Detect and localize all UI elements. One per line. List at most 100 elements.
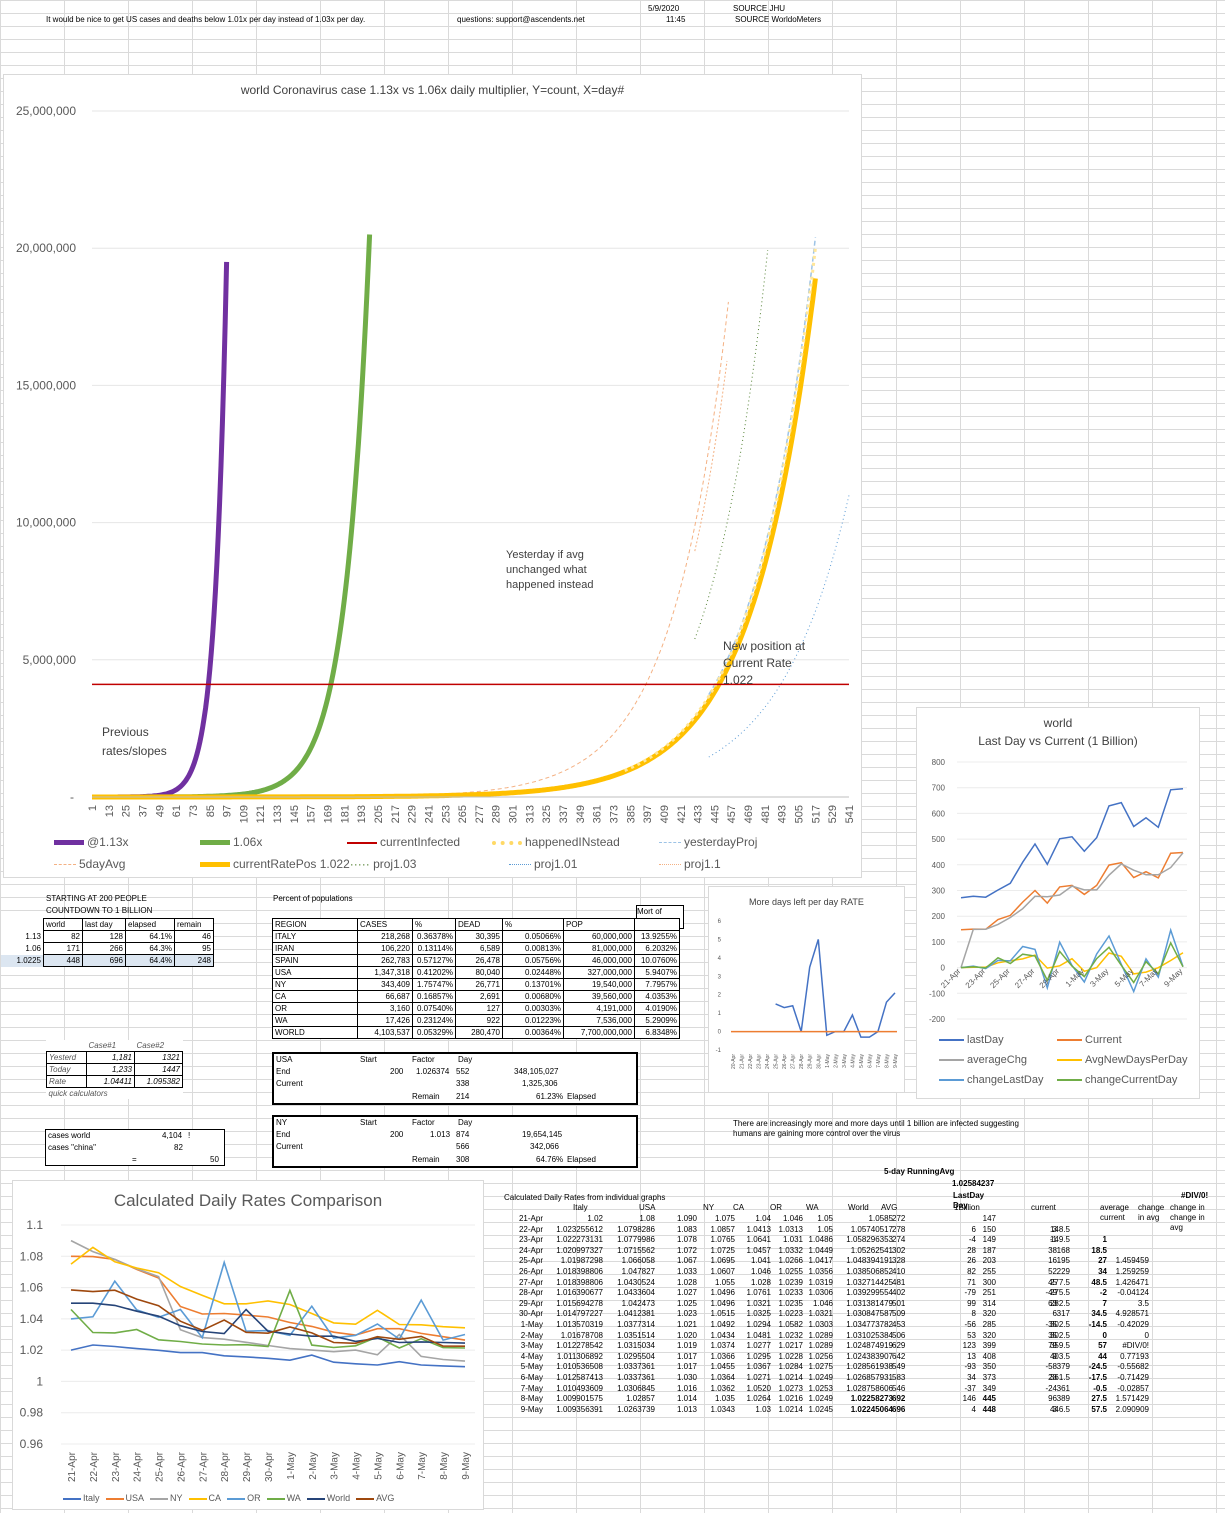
- annotation-previous-rates: Previous rates/slopes: [102, 725, 167, 758]
- x-tick-label: 349: [575, 805, 587, 823]
- rates-table[interactable]: Italy USA NY CA OR WA World AVG 1Billion current a…: [503, 1203, 1225, 1443]
- calc-chart-panel[interactable]: Calculated Daily Rates Comparison 1.1 1.0…: [12, 1180, 484, 1510]
- table-cell: 3.5: [1137, 1298, 1149, 1308]
- main-chart-panel[interactable]: world Coronavirus case 1.13x vs 1.06x da…: [3, 74, 862, 878]
- x-tick-label: 28-Apr: [799, 1054, 805, 1069]
- x-tick-label: 85: [205, 805, 217, 817]
- header-questions: questions: support@ascendents.net: [457, 15, 585, 24]
- table-row[interactable]: 1.13 82 128 64.1% 46: [1, 930, 214, 943]
- usa-start[interactable]: 200: [390, 1067, 404, 1076]
- table-cell: 1.019: [676, 1341, 697, 1351]
- x-tick-label: 169: [323, 805, 335, 823]
- table-cell: 1.01678708: [560, 1330, 603, 1340]
- table-cell: 7: [1102, 1298, 1107, 1308]
- x-tick-label: 97: [222, 805, 234, 817]
- cases-box[interactable]: cases world 4,104 ! cases "china" 82 = 5…: [45, 1129, 225, 1166]
- table-cell: 1.0315034: [617, 1341, 655, 1351]
- table-row[interactable]: WA 17,426 0.23124% 922 0.01223% 7,536,000 5.29…: [272, 1014, 680, 1027]
- table-cell: 402: [892, 1288, 906, 1298]
- table-cell: 27.5: [1091, 1394, 1107, 1404]
- x-tick-label: 3-May: [1088, 967, 1110, 989]
- table-row[interactable]: OR 3,160 0.07540% 127 0.00303% 4,191,000 4.019…: [272, 1002, 680, 1015]
- legend-proj-1-01: proj1.01: [509, 857, 577, 871]
- rate-chart-note: There are increasingly more and more day…: [733, 1119, 1019, 1138]
- table-row[interactable]: USA 1,347,318 0.41202% 80,040 0.02448% 327,00…: [272, 966, 680, 979]
- countdown-table[interactable]: world last day elapsed remain 1.13 82 128 6…: [1, 918, 214, 967]
- annotation-yesterday: Yesterday if avg unchanged what happened…: [506, 549, 594, 591]
- table-row[interactable]: Yesterd 1,181 1321: [46, 1051, 183, 1064]
- table-cell: 1.0214: [778, 1373, 803, 1382]
- table-cell: 275.5: [1049, 1288, 1070, 1298]
- table-cell: 1.0496: [710, 1288, 735, 1298]
- table-row[interactable]: CA 66,687 0.16857% 2,691 0.00680% 39,560,000 4…: [272, 990, 680, 1003]
- table-cell: 1.016390677: [556, 1288, 603, 1298]
- table-cell: -0.5: [1093, 1383, 1107, 1393]
- table-row[interactable]: 1.06 171 266 64.3% 95: [1, 942, 214, 955]
- y-tick-label: 1: [36, 1374, 43, 1388]
- header-time: 11:45: [666, 15, 686, 24]
- rate-chart-panel[interactable]: More days left per day RATE 6 5 4 3 2 1 0 -1 20-…: [708, 886, 905, 1093]
- table-cell: 1.0356: [808, 1267, 833, 1276]
- table-cell: 1.012587413: [556, 1373, 603, 1382]
- x-tick-label: 8-May: [884, 1054, 890, 1068]
- table-row[interactable]: NY 343,409 1.75747% 26,771 0.13701% 19,540,00…: [272, 978, 680, 991]
- table-cell: 302.5: [1049, 1320, 1070, 1329]
- x-tick-label: 313: [524, 805, 536, 823]
- y-tick-label: 0.96: [20, 1437, 44, 1451]
- table-row[interactable]: Today 1,233 1447: [46, 1063, 183, 1076]
- table-cell: -24.5: [1088, 1362, 1107, 1372]
- ny-factor[interactable]: 1.013: [430, 1130, 451, 1139]
- x-tick-label: 6-May: [395, 1452, 406, 1480]
- column-header: average current: [1100, 1203, 1129, 1222]
- ny-calc-box[interactable]: NY End Current Start Factor Day 200 1.01…: [272, 1115, 638, 1168]
- table-cell: 1.0765: [710, 1235, 735, 1245]
- population-title: Percent of populations: [273, 894, 353, 903]
- table-cell: 1.0455: [710, 1362, 735, 1372]
- world-chart-panel[interactable]: world Last Day vs Current (1 Billion) 80…: [916, 707, 1200, 1099]
- x-tick-label: 505: [794, 805, 806, 823]
- table-cell: 149.5: [1049, 1235, 1070, 1245]
- table-cell: 1.038506852: [846, 1267, 893, 1276]
- table-row[interactable]: WORLD 4,103,537 0.05329% 280,470 0.00364% 7,7…: [272, 1026, 680, 1039]
- calc-series-Italy: [70, 1344, 466, 1368]
- table-cell: 1.021: [676, 1320, 697, 1329]
- table-cell: 1.028758606: [846, 1383, 893, 1393]
- y-tick-label: -200: [929, 1015, 946, 1024]
- usa-factor[interactable]: 1.026374: [416, 1067, 450, 1076]
- usa-calc-box[interactable]: USA End Current Start Factor Day 200 1.0…: [272, 1052, 638, 1105]
- table-cell: 38: [1048, 1245, 1057, 1255]
- legend-wa: WA: [266, 1493, 301, 1503]
- population-table[interactable]: REGION CASES % DEAD % POP ITALY 218,268 0.…: [272, 918, 680, 1039]
- table-cell: -24: [1045, 1383, 1057, 1393]
- x-tick-label: 27-Apr: [791, 1054, 797, 1069]
- table-cell: 1.0433604: [617, 1288, 655, 1298]
- legend-proj-1-1: proj1.1: [659, 857, 721, 871]
- x-tick-label: 109: [238, 805, 250, 823]
- table-cell: -2: [1099, 1288, 1107, 1298]
- table-row[interactable]: IRAN 106,220 0.13114% 6,589 0.00813% 81,000,0…: [272, 942, 680, 955]
- table-row[interactable]: ITALY 218,268 0.36378% 30,395 0.05066% 60,000…: [272, 930, 680, 943]
- y-tick-label: 25,000,000: [16, 104, 76, 118]
- legend-current: Current: [1057, 1034, 1122, 1046]
- table-cell: 1.0449: [808, 1245, 833, 1255]
- table-cell: 1.0249: [808, 1373, 833, 1382]
- table-row[interactable]: SPAIN 262,783 0.57127% 26,478 0.05756% 46,000…: [272, 954, 680, 967]
- y-tick-label: 400: [932, 861, 946, 870]
- table-cell: 1.022273131: [556, 1235, 603, 1245]
- table-cell: -0.02857: [1117, 1383, 1149, 1393]
- table-row[interactable]: Rate 1.04411 1.095382: [46, 1075, 183, 1088]
- table-cell: 1.0430524: [617, 1277, 655, 1287]
- table-cell: 48.5: [1091, 1277, 1107, 1287]
- x-tick-label: 529: [827, 805, 839, 823]
- x-tick-label: 24-Apr: [765, 1054, 771, 1069]
- table-cell: 8: [971, 1309, 976, 1319]
- table-cell: 195: [1056, 1256, 1070, 1266]
- table-row[interactable]: 1.0225 448 696 64.4% 248: [1, 954, 214, 967]
- table-cell: 6: [971, 1224, 976, 1234]
- table-cell: 1.0232: [778, 1330, 803, 1340]
- table-cell: 1.0367: [746, 1362, 771, 1372]
- x-tick-label: 2-May: [308, 1452, 319, 1480]
- ny-start[interactable]: 200: [390, 1130, 404, 1139]
- table-cell: 1: [1102, 1235, 1107, 1245]
- quick-calc-table[interactable]: Case#1 Case#2 Yesterd 1,181 1321 Today 1,233…: [46, 1040, 183, 1099]
